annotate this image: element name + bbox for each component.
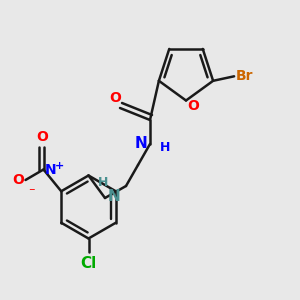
Text: O: O	[36, 130, 48, 144]
Text: H: H	[160, 141, 170, 154]
Text: +: +	[55, 161, 64, 171]
Text: N: N	[45, 163, 57, 176]
Text: H: H	[98, 176, 109, 189]
Text: N: N	[134, 136, 147, 152]
Text: O: O	[110, 91, 122, 105]
Text: O: O	[188, 99, 200, 113]
Text: N: N	[108, 189, 121, 204]
Text: Cl: Cl	[80, 256, 97, 271]
Text: O: O	[12, 173, 24, 187]
Text: ⁻: ⁻	[28, 186, 35, 199]
Text: Br: Br	[236, 69, 253, 83]
